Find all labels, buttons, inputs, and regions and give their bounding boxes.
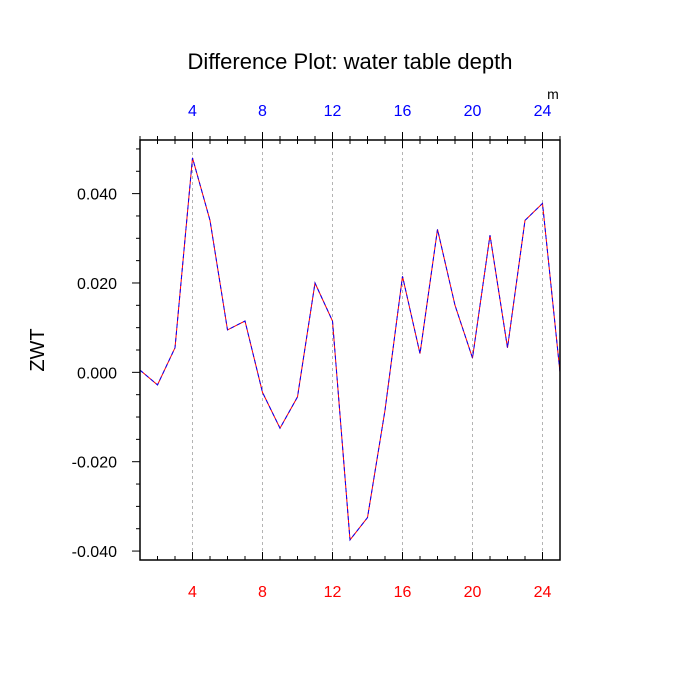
plot-frame [139, 139, 561, 561]
series-line-red [139, 157, 561, 542]
top-axis-unit: m [547, 86, 559, 102]
series-lines [139, 157, 561, 542]
y-axis-label: ZWT [27, 328, 49, 371]
x-tick-label-top: 20 [464, 103, 482, 120]
tick-marks [132, 132, 561, 560]
x-tick-label-top: 16 [394, 103, 412, 120]
x-tick-label-bottom: 12 [324, 584, 342, 601]
x-tick-label-top: 12 [324, 103, 342, 120]
plot-border [139, 139, 561, 561]
x-tick-label-bottom: 20 [464, 584, 482, 601]
y-tick-label: 0.000 [77, 365, 117, 382]
y-tick-label: 0.020 [77, 276, 117, 293]
x-tick-label-bottom: 8 [258, 584, 267, 601]
chart-title: Difference Plot: water table depth [188, 49, 513, 74]
grid-lines [192, 140, 543, 560]
series-line-blue [139, 157, 561, 542]
y-tick-label: -0.020 [72, 455, 117, 472]
y-tick-label: -0.040 [72, 544, 117, 561]
x-tick-label-top: 4 [188, 103, 197, 120]
x-tick-label-bottom: 24 [534, 584, 552, 601]
x-tick-label-bottom: 16 [394, 584, 412, 601]
y-tick-label: 0.040 [77, 187, 117, 204]
tick-labels: 4 4 8 8 12 12 16 16 20 20 24 24 -0.040 -0.020 0.000 0.0… [72, 103, 552, 601]
x-tick-label-top: 24 [534, 103, 552, 120]
x-tick-label-top: 8 [258, 103, 267, 120]
x-tick-label-bottom: 4 [188, 584, 197, 601]
